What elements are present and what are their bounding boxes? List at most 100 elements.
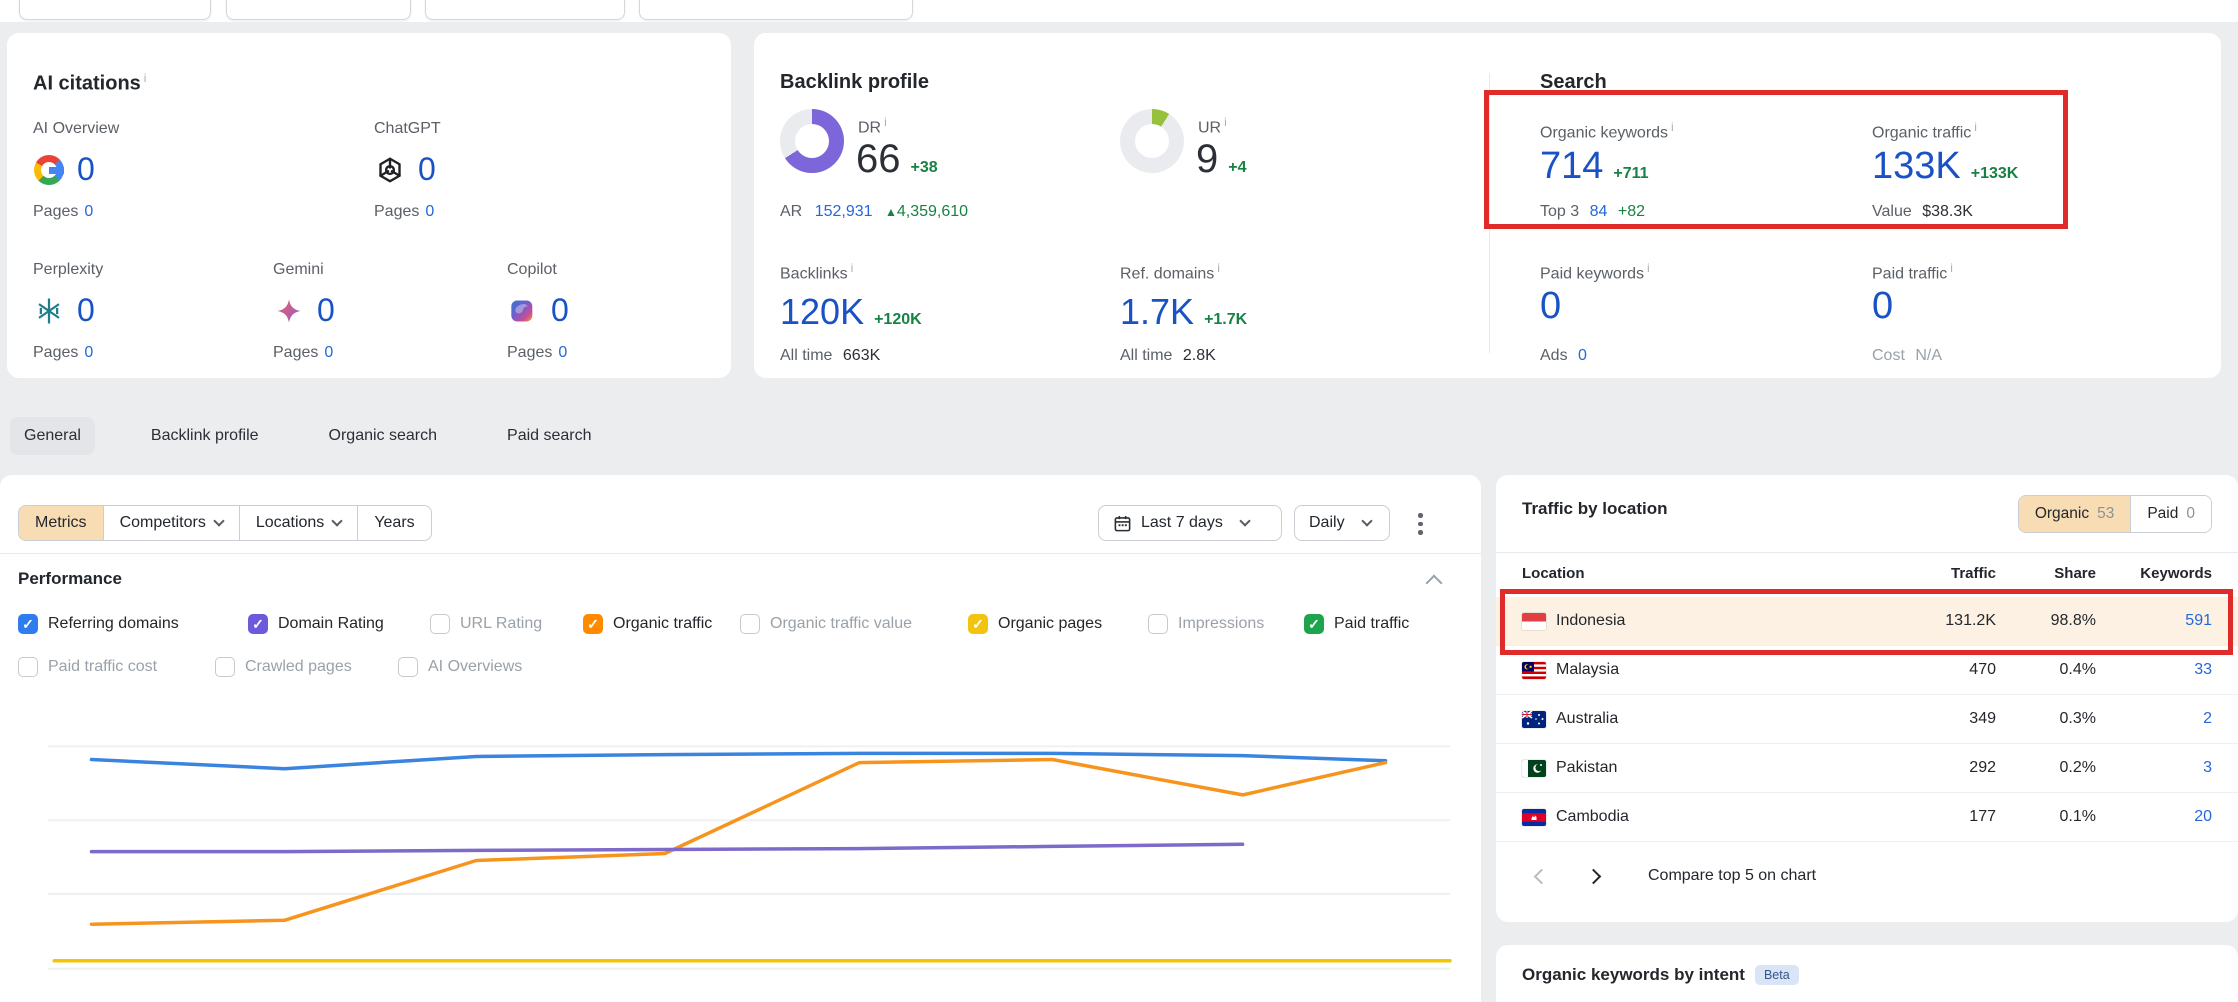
years-button[interactable]: Years	[357, 506, 430, 540]
search-title: Search	[1540, 71, 1607, 93]
copilot-icon	[507, 295, 539, 327]
table-row-australia[interactable]: Australia 349 0.3% 2	[1496, 695, 2238, 744]
prev-page-icon[interactable]	[1533, 868, 1550, 885]
organic-keywords-label: Organic keywords i	[1540, 120, 1674, 142]
ar-line: AR 152,931 ▲4,359,610	[780, 203, 969, 220]
dr-label: DR i	[858, 115, 887, 137]
keywords-link[interactable]: 33	[2194, 661, 2212, 678]
gemini-count[interactable]: 0	[317, 292, 335, 328]
dr-donut-chart	[780, 109, 844, 173]
location-pager: Compare top 5 on chart	[1496, 859, 2238, 897]
pages-link[interactable]: 0	[84, 344, 94, 361]
ai-overview-count[interactable]: 0	[77, 151, 95, 187]
keywords-by-intent-title: Organic keywords by intent Beta	[1522, 965, 1799, 985]
chevron-down-icon	[1239, 515, 1251, 527]
tab-general[interactable]: General	[10, 417, 95, 455]
google-icon	[33, 154, 65, 186]
ai-citation-ai-overview: AI Overview 0 Pages 0	[33, 120, 120, 220]
top-strip	[0, 0, 2238, 22]
keywords-by-intent-panel: Organic keywords by intent Beta	[1496, 945, 2238, 1002]
compare-top5-link[interactable]: Compare top 5 on chart	[1648, 867, 1817, 884]
backlink-profile-title: Backlink profile	[780, 71, 929, 93]
toggle-organic[interactable]: Organic 53	[2018, 496, 2131, 532]
table-row-malaysia[interactable]: Malaysia 470 0.4% 33	[1496, 646, 2238, 695]
ur-value: 9 +4	[1196, 137, 1247, 181]
copilot-count[interactable]: 0	[551, 292, 569, 328]
table-row-indonesia[interactable]: Indonesia 131.2K 98.8% 591	[1496, 597, 2238, 646]
more-options-menu[interactable]	[1418, 513, 1423, 535]
chatgpt-count[interactable]: 0	[418, 151, 436, 187]
checkbox-paid-traffic-cost[interactable]: Paid traffic cost	[18, 656, 157, 678]
perplexity-icon	[33, 295, 65, 327]
checkbox-url-rating[interactable]: URL Rating	[430, 613, 542, 635]
performance-title: Performance	[18, 569, 122, 588]
competitors-dropdown[interactable]: Competitors	[102, 506, 239, 540]
cutoff-input-box[interactable]	[425, 0, 625, 20]
divider	[0, 553, 1481, 554]
organic-keywords-value[interactable]: 714 +711	[1540, 145, 1649, 187]
collapse-section-icon[interactable]	[1425, 574, 1443, 592]
top3-link[interactable]: 84	[1589, 203, 1608, 220]
pages-link[interactable]: 0	[558, 344, 568, 361]
pages-link[interactable]: 0	[324, 344, 334, 361]
table-row-cambodia[interactable]: Cambodia 177 0.1% 20	[1496, 793, 2238, 842]
backlinks-label: Backlinks i	[780, 261, 854, 283]
info-icon[interactable]: i	[143, 71, 147, 85]
organic-traffic-value[interactable]: 133K +133K	[1872, 145, 2019, 187]
locations-dropdown[interactable]: Locations	[238, 506, 358, 540]
keywords-link[interactable]: 3	[2203, 759, 2212, 776]
chatgpt-icon	[374, 154, 406, 186]
cambodia-flag-icon	[1522, 809, 1546, 826]
checkbox-organic-traffic[interactable]: ✓ Organic traffic	[583, 613, 712, 635]
malaysia-flag-icon	[1522, 662, 1546, 679]
ai-citation-gemini: Gemini 0 Pages 0	[273, 261, 335, 361]
performance-line-chart[interactable]	[30, 697, 1460, 1002]
paid-keywords-label: Paid keywords i	[1540, 261, 1650, 283]
cutoff-input-box[interactable]	[19, 0, 211, 20]
location-table: Indonesia 131.2K 98.8% 591 Malaysia 470 …	[1496, 597, 2238, 842]
toggle-paid[interactable]: Paid 0	[2130, 496, 2211, 532]
gemini-icon	[273, 295, 305, 327]
ar-value-link[interactable]: 152,931	[814, 203, 873, 220]
tab-paid-search[interactable]: Paid search	[507, 427, 592, 444]
chevron-down-icon	[331, 515, 343, 527]
paid-traffic-value: 0	[1872, 285, 1894, 327]
traffic-by-location-title: Traffic by location	[1522, 499, 1668, 518]
checkbox-organic-pages[interactable]: ✓ Organic pages	[968, 613, 1102, 635]
tab-backlink-profile[interactable]: Backlink profile	[150, 427, 259, 444]
ur-donut-chart	[1120, 109, 1184, 173]
checkbox-domain-rating[interactable]: ✓ Domain Rating	[248, 613, 384, 635]
keywords-link[interactable]: 591	[2185, 612, 2212, 629]
checkbox-paid-traffic[interactable]: ✓ Paid traffic	[1304, 613, 1409, 635]
calendar-icon	[1114, 515, 1131, 531]
checkbox-referring-domains[interactable]: ✓ Referring domains	[18, 613, 179, 635]
cutoff-input-box[interactable]	[226, 0, 411, 20]
checkbox-crawled-pages[interactable]: Crawled pages	[215, 656, 352, 678]
traffic-by-location-panel: Traffic by location Organic 53 Paid 0 Loca…	[1496, 475, 2238, 922]
table-row-pakistan[interactable]: Pakistan 292 0.2% 3	[1496, 744, 2238, 793]
checkbox-organic-traffic-value[interactable]: Organic traffic value	[740, 613, 912, 635]
date-range-dropdown[interactable]: Last 7 days	[1098, 505, 1282, 541]
chevron-down-icon	[1360, 515, 1373, 527]
keywords-link[interactable]: 2	[2203, 710, 2212, 727]
pages-link[interactable]: 0	[425, 203, 435, 220]
metrics-button[interactable]: Metrics	[19, 506, 103, 540]
organic-traffic-label: Organic traffic i	[1872, 120, 1977, 142]
ai-citation-chatgpt: ChatGPT 0 Pages 0	[374, 120, 441, 220]
tab-organic-search[interactable]: Organic search	[328, 427, 438, 444]
checkbox-impressions[interactable]: Impressions	[1148, 613, 1264, 635]
perplexity-count[interactable]: 0	[77, 292, 95, 328]
backlinks-value[interactable]: 120K +120K	[780, 291, 922, 332]
report-tabs: General Backlink profile Organic search …	[10, 414, 606, 458]
ads-link[interactable]: 0	[1578, 347, 1587, 364]
next-page-icon[interactable]	[1585, 868, 1602, 885]
granularity-dropdown[interactable]: Daily	[1294, 505, 1390, 541]
pages-link[interactable]: 0	[84, 203, 94, 220]
keywords-link[interactable]: 20	[2194, 808, 2212, 825]
ai-citation-perplexity: Perplexity 0 Pages 0	[33, 261, 104, 361]
section-divider	[1489, 73, 1490, 353]
checkbox-ai-overviews[interactable]: AI Overviews	[398, 656, 522, 678]
cutoff-input-box[interactable]	[639, 0, 913, 20]
ref-domains-value[interactable]: 1.7K +1.7K	[1120, 291, 1248, 332]
